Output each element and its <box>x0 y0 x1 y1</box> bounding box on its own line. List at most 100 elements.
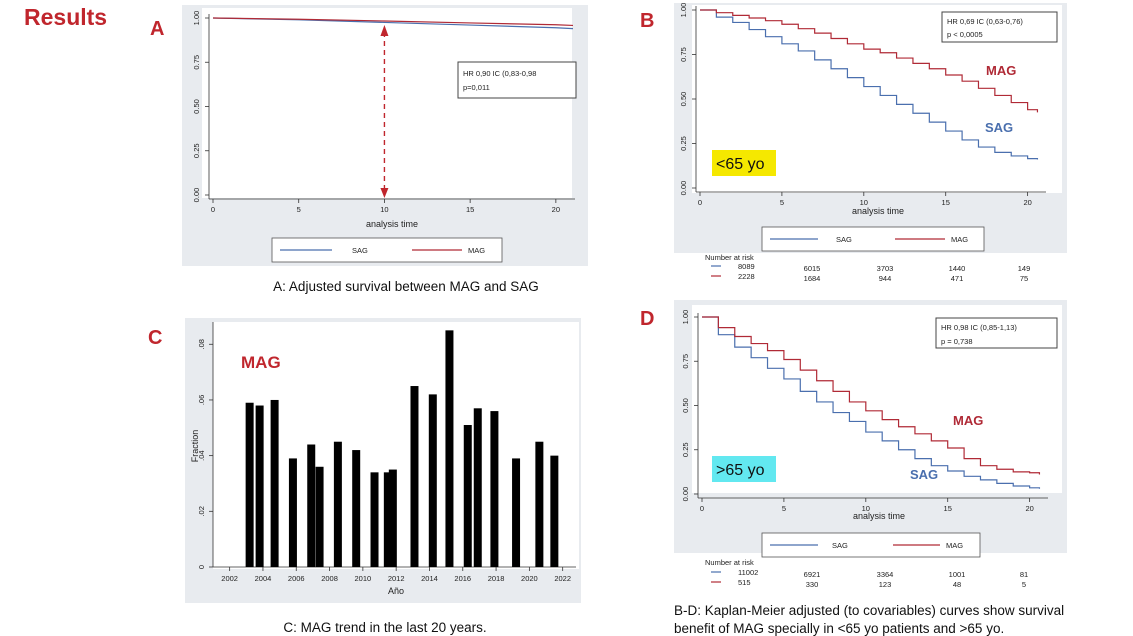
risk-value: 1684 <box>804 274 821 283</box>
x-tick-label: 20 <box>1023 198 1031 207</box>
bar <box>307 444 316 567</box>
y-tick-label: 1.00 <box>681 310 690 325</box>
arrow-head-down <box>380 188 389 198</box>
panel-b-mag-label: MAG <box>986 63 1016 78</box>
panel-d-risk-table: 11002 6921 3364 1001 81 515 330 123 48 5 <box>711 568 1028 589</box>
panel-d-legend <box>761 532 981 558</box>
series-line-sag <box>702 316 1041 489</box>
panel-b-p-text: p < 0,0005 <box>947 30 983 39</box>
panel-c-label: C <box>148 327 162 349</box>
x-tick-label: 15 <box>942 198 950 207</box>
bar <box>333 441 342 567</box>
results-title: Results <box>24 4 107 30</box>
x-tick-label: 2018 <box>488 574 505 583</box>
risk-value: 330 <box>806 580 819 589</box>
bar <box>315 466 324 567</box>
panel-b-label: B <box>640 10 654 32</box>
panel-b-risk-title: Number at risk <box>705 253 754 262</box>
bar <box>535 441 544 567</box>
panel-d-legend-sag: SAG <box>832 541 848 550</box>
bar <box>352 450 361 567</box>
panel-b-risk-table: 8089 6015 3703 1440 149 2228 1684 944 471 75 <box>711 262 1030 283</box>
x-tick-label: 0 <box>700 504 704 513</box>
bar <box>473 408 482 567</box>
caption-c: C: MAG trend in the last 20 years. <box>283 620 486 635</box>
panel-a-legend-sag: SAG <box>352 246 368 255</box>
risk-value: 123 <box>879 580 892 589</box>
panel-a-label: A <box>150 18 164 40</box>
bar <box>410 386 419 567</box>
panel-d-hr-box <box>935 317 1058 349</box>
panel-b-plot: 0.00 0.25 0.50 0.75 1.00 0 5 10 15 20 <box>679 3 1046 207</box>
risk-value: 48 <box>953 580 961 589</box>
y-tick-label: 0.25 <box>679 136 688 151</box>
panel-d-label: D <box>640 308 654 330</box>
bar <box>512 458 521 567</box>
panel-a-hr-text: HR 0,90 IC (0,83-0,98 <box>463 69 536 78</box>
risk-value: 11002 <box>738 568 758 577</box>
series-line-mag <box>212 17 574 27</box>
panel-d-xlabel: analysis time <box>853 511 905 521</box>
y-tick-label: 0.00 <box>679 181 688 196</box>
y-tick-label: 0.75 <box>679 47 688 62</box>
panel-a-legend-mag: MAG <box>468 246 485 255</box>
x-tick-label: 2006 <box>288 574 305 583</box>
y-tick-label: 0.00 <box>192 188 201 203</box>
x-tick-label: 2020 <box>521 574 538 583</box>
series-line-mag <box>700 9 1039 113</box>
bar <box>255 405 264 567</box>
arrow-head-up <box>380 25 389 36</box>
risk-value: 6921 <box>804 570 821 579</box>
risk-value: 8089 <box>738 262 755 271</box>
y-tick-label: 0 <box>197 565 206 569</box>
y-tick-label: 0.50 <box>681 398 690 413</box>
y-tick-label: 0.25 <box>192 143 201 158</box>
x-tick-label: 0 <box>698 198 702 207</box>
bar <box>445 330 454 567</box>
x-tick-label: 20 <box>552 205 560 214</box>
y-tick-label: .08 <box>197 339 206 349</box>
bar <box>428 394 437 567</box>
risk-value: 471 <box>951 274 964 283</box>
risk-value: 1001 <box>949 570 966 579</box>
risk-value: 1440 <box>949 264 966 273</box>
x-tick-label: 2008 <box>321 574 338 583</box>
panel-b-legend-mag: MAG <box>951 235 968 244</box>
panel-d-plot: 0.00 0.25 0.50 0.75 1.00 0 5 10 15 20 <box>681 310 1048 513</box>
y-tick-label: 0.50 <box>679 92 688 107</box>
panel-a-p-text: p=0,011 <box>463 83 490 92</box>
panel-a-plot: 0.00 0.25 0.50 0.75 1.00 0 5 10 15 20 <box>192 11 575 214</box>
y-tick-label: 0.00 <box>681 487 690 502</box>
x-tick-label: 5 <box>780 198 784 207</box>
panel-c-plot: 0 .02 .04 .06 .08 2002 2004 2006 2008 2010 2012 201… <box>197 322 576 583</box>
y-tick-label: 0.75 <box>192 55 201 70</box>
x-tick-label: 10 <box>862 504 870 513</box>
risk-value: 3364 <box>877 570 894 579</box>
x-tick-label: 5 <box>297 205 301 214</box>
risk-value: 75 <box>1020 274 1028 283</box>
panel-c-xlabel: Año <box>388 586 404 596</box>
y-tick-label: 0.25 <box>681 442 690 457</box>
x-tick-label: 2010 <box>355 574 372 583</box>
panel-b-sag-label: SAG <box>985 120 1013 135</box>
panel-d-age-highlight <box>712 456 776 482</box>
panel-d-p-text: p = 0,738 <box>941 337 973 346</box>
bar <box>370 472 379 567</box>
risk-value: 944 <box>879 274 892 283</box>
panel-d-mag-label: MAG <box>953 413 983 428</box>
panel-a-xlabel: analysis time <box>366 219 418 229</box>
panel-b-age-highlight <box>712 150 776 176</box>
x-tick-label: 0 <box>211 205 215 214</box>
y-tick-label: .06 <box>197 395 206 405</box>
panel-c-ylabel: Fraction <box>190 430 200 463</box>
y-tick-label: 0.50 <box>192 99 201 114</box>
panel-b-xlabel: analysis time <box>852 206 904 216</box>
bar <box>388 469 397 567</box>
risk-value: 3703 <box>877 264 894 273</box>
bar <box>383 472 392 567</box>
series-line-sag <box>700 9 1039 160</box>
y-tick-label: 1.00 <box>192 11 201 26</box>
x-tick-label: 15 <box>466 205 474 214</box>
caption-bd-line-2: benefit of MAG specially in <65 yo patie… <box>674 621 1004 636</box>
